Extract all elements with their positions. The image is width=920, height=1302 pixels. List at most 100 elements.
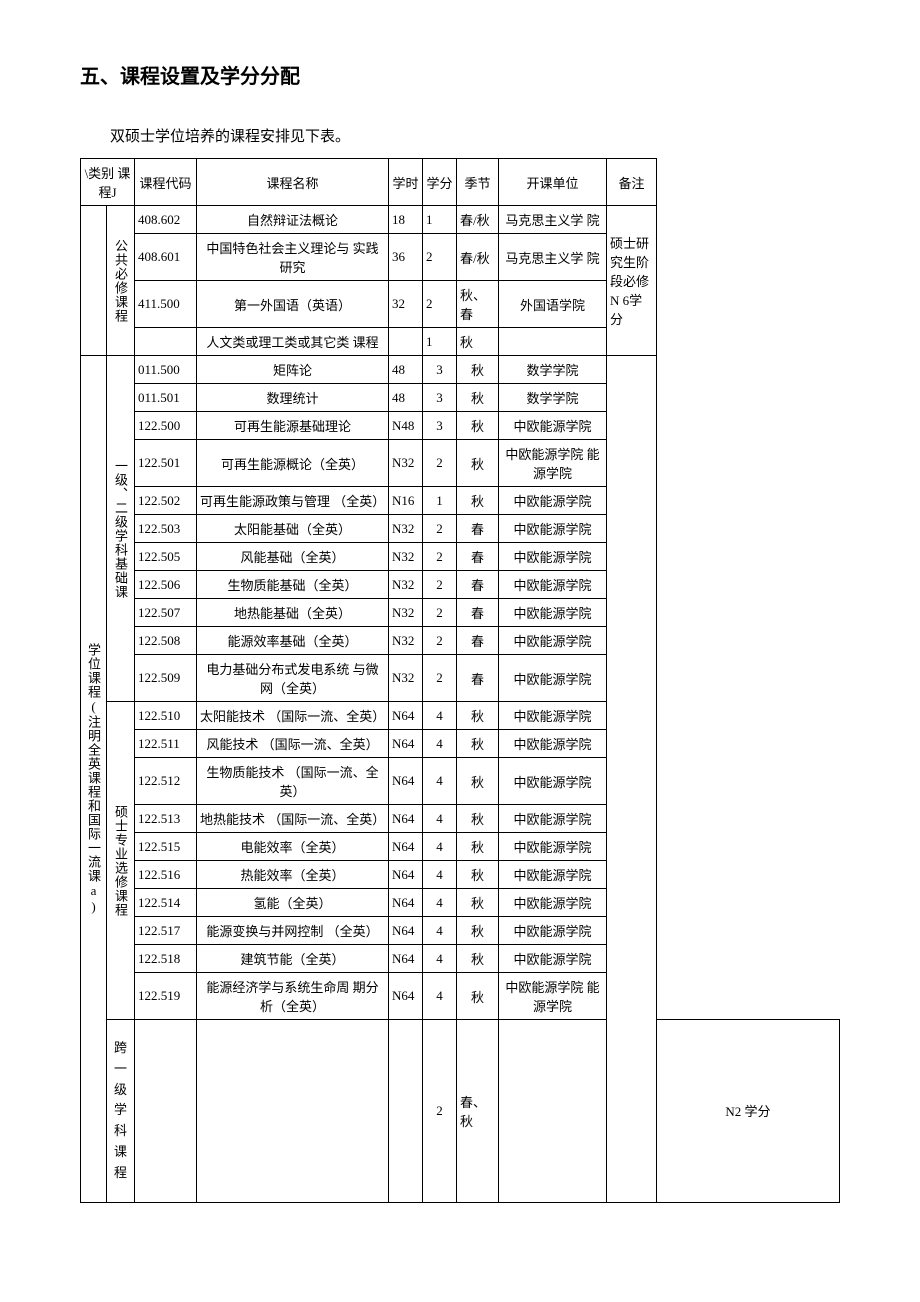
cell-name: 生物质能技术 （国际一流、全英） [197,758,389,805]
cell-code: 122.506 [135,571,197,599]
cell-season: 秋 [457,889,499,917]
cell-hours: N64 [389,889,423,917]
cell-code: 122.505 [135,543,197,571]
table-row: 122.516热能效率（全英）N644秋中欧能源学院 [81,861,840,889]
cell-hours: N32 [389,599,423,627]
cell-name: 电能效率（全英） [197,833,389,861]
cell-unit [499,1020,607,1203]
cell-hours [389,1020,423,1203]
cell-code: 122.514 [135,889,197,917]
cell-unit: 中欧能源学院 [499,758,607,805]
header-note: 备注 [607,159,657,206]
cell-code [135,328,197,356]
cell-season: 春 [457,627,499,655]
cell-credit: 1 [423,206,457,234]
cell-code: 122.512 [135,758,197,805]
cell-hours: 48 [389,384,423,412]
cell-season: 秋 [457,328,499,356]
cell-name: 可再生能源概论（全英） [197,440,389,487]
header-code: 课程代码 [135,159,197,206]
cell-credit: 4 [423,917,457,945]
cell-season: 秋 [457,487,499,515]
cell-hours: N32 [389,627,423,655]
cell-season: 秋 [457,861,499,889]
table-row: 408.601中国特色社会主义理论与 实践研究362春/秋马克思主义学 院 [81,234,840,281]
cell-unit: 中欧能源学院 [499,599,607,627]
cell-unit: 外国语学院 [499,281,607,328]
subcat-foundation: 一级、二级学科基础课 [107,356,135,702]
table-row: 122.505风能基础（全英）N322春中欧能源学院 [81,543,840,571]
cell-unit: 数学学院 [499,384,607,412]
table-row: 011.501数理统计483秋数学学院 [81,384,840,412]
cell-code: 122.519 [135,973,197,1020]
table-row: 122.517能源变换与并网控制 （全英）N644秋中欧能源学院 [81,917,840,945]
cell-unit: 中欧能源学院 [499,861,607,889]
cell-hours: N16 [389,487,423,515]
cell-code: 122.515 [135,833,197,861]
cell-season: 秋 [457,805,499,833]
cell-credit: 2 [423,599,457,627]
cell-name: 风能基础（全英） [197,543,389,571]
cell-hours: N64 [389,730,423,758]
cell-season: 春 [457,543,499,571]
cell-code: 411.500 [135,281,197,328]
table-row: 122.519能源经济学与系统生命周 期分析（全英）N644秋中欧能源学院 能源… [81,973,840,1020]
cell-season: 春 [457,599,499,627]
cell-credit: 2 [423,234,457,281]
cell-credit: 4 [423,973,457,1020]
cell-credit: 2 [423,571,457,599]
table-row: 122.515电能效率（全英）N644秋中欧能源学院 [81,833,840,861]
header-name: 课程名称 [197,159,389,206]
table-row: 411.500第一外国语（英语）322秋、春外国语学院 [81,281,840,328]
cell-code: 011.500 [135,356,197,384]
cell-credit: 4 [423,758,457,805]
cell-unit: 中欧能源学院 能源学院 [499,973,607,1020]
cell-credit: 2 [423,655,457,702]
cell-season: 春 [457,515,499,543]
cell-credit: 4 [423,833,457,861]
cell-code: 122.516 [135,861,197,889]
cell-unit: 马克思主义学 院 [499,234,607,281]
cell-season: 秋 [457,945,499,973]
table-row: 122.507地热能基础（全英）N322春中欧能源学院 [81,599,840,627]
cell-credit: 2 [423,1020,457,1203]
cell-name: 热能效率（全英） [197,861,389,889]
cell-credit: 3 [423,384,457,412]
section-heading: 五、课程设置及学分分配 [80,60,840,89]
cell-name: 能源效率基础（全英） [197,627,389,655]
cell-credit: 2 [423,440,457,487]
cell-credit: 4 [423,805,457,833]
cell-season: 秋 [457,758,499,805]
cell-name: 第一外国语（英语） [197,281,389,328]
cell-unit: 中欧能源学院 [499,515,607,543]
cell-code: 122.518 [135,945,197,973]
cell-season: 秋、春 [457,281,499,328]
cell-name: 风能技术 （国际一流、全英） [197,730,389,758]
cell-unit: 中欧能源学院 [499,487,607,515]
cell-season: 秋 [457,356,499,384]
cell-hours: N32 [389,543,423,571]
table-row: 122.513地热能技术 （国际一流、全英）N644秋中欧能源学院 [81,805,840,833]
cell-unit: 中欧能源学院 [499,655,607,702]
cell-hours: N64 [389,833,423,861]
cell-name: 氢能（全英） [197,889,389,917]
cell-hours: N64 [389,702,423,730]
course-table: \类别 课程J课程代码课程名称学时学分季节开课单位备注公共必修课程408.602… [80,158,840,1203]
cell-hours: N64 [389,945,423,973]
cell-credit: 1 [423,328,457,356]
cell-season: 秋 [457,412,499,440]
cell-season: 秋 [457,702,499,730]
cell-season: 春/秋 [457,206,499,234]
cell-unit: 中欧能源学院 [499,917,607,945]
cell-unit: 马克思主义学 院 [499,206,607,234]
cell-code: 122.513 [135,805,197,833]
cell-credit: 2 [423,543,457,571]
cell-code: 408.602 [135,206,197,234]
cell-code: 408.601 [135,234,197,281]
table-row: 跨一级学科课程2春、秋N2 学分 [81,1020,840,1203]
cell-name: 人文类或理工类或其它类 课程 [197,328,389,356]
cell-code: 122.510 [135,702,197,730]
cell-unit: 中欧能源学院 能源学院 [499,440,607,487]
cell-name [197,1020,389,1203]
cell-season: 秋 [457,730,499,758]
